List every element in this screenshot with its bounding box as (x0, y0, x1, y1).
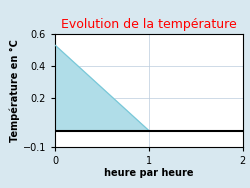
Title: Evolution de la température: Evolution de la température (61, 18, 236, 31)
Y-axis label: Température en °C: Température en °C (9, 39, 20, 142)
Polygon shape (55, 45, 149, 130)
X-axis label: heure par heure: heure par heure (104, 168, 194, 178)
